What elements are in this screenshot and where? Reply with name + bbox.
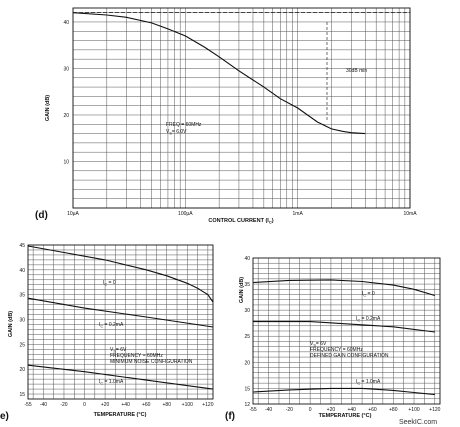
chart-f-x-tick-label: +80 <box>389 407 398 413</box>
chart-f-x-tick-label: 0 <box>309 407 312 413</box>
chart-e-y-axis-label: GAIN (dB) <box>8 311 14 337</box>
chart-f-series-label-ic10: IC = 1.0mA <box>356 379 381 386</box>
chart-f-x-tick-label: -20 <box>286 407 293 413</box>
chart-f-series-label-ic02: IC = 0.2mA <box>356 316 381 323</box>
chart-f-panel-label: (f) <box>225 411 235 422</box>
chart-f-x-tick-label: -40 <box>265 407 272 413</box>
chart-f-annotation-freq: FREQUENCY = 60MHz <box>310 347 363 353</box>
chart-e-x-tick-label: -40 <box>40 402 47 408</box>
chart-d-series-line <box>72 12 366 135</box>
chart-d-x-axis-label: CONTROL CURRENT (IC) <box>208 218 273 225</box>
chart-f-y-tick-label: 12 <box>244 402 250 408</box>
chart-e-frame <box>27 244 214 400</box>
chart-f-x-tick-label: +120 <box>429 407 440 413</box>
chart-f-y-tick-label: 15 <box>244 386 250 392</box>
chart-e-x-tick-label: -55 <box>24 402 31 408</box>
chart-e-y-tick-label: 20 <box>19 367 25 373</box>
chart-e-annotation-config: MINIMUM NOISE CONFIGURATION <box>110 359 193 365</box>
chart-e-annotation-vs: VS= 6V <box>110 347 127 354</box>
chart-d-y-tick-label: 10 <box>63 159 69 165</box>
chart-f-x-tick-label: -55 <box>249 407 256 413</box>
chart-d-y-tick-label: 40 <box>63 20 69 26</box>
chart-f-y-tick-label: 35 <box>244 282 250 288</box>
chart-d-y-tick-label: 20 <box>63 113 69 119</box>
chart-f-series-line-0 <box>252 279 435 297</box>
chart-d-y-tick-label: 30 <box>63 66 69 72</box>
chart-e-x-axis-label: TEMPERATURE (°C) <box>94 412 147 418</box>
chart-e-y-tick-label: 30 <box>19 318 25 324</box>
chart-f-frame <box>252 257 441 405</box>
chart-d-series-group <box>72 12 366 135</box>
chart-f-y-tick-label: 30 <box>244 308 250 314</box>
chart-e-x-tick-label: 0 <box>83 402 86 408</box>
chart-e-x-tick-label: +40 <box>121 402 130 408</box>
chart-f-series-label-ic0: IC = 0 <box>362 291 375 298</box>
chart-e-x-tick-label: +80 <box>163 402 172 408</box>
chart-e-series-group <box>27 245 214 390</box>
chart-f-tick-labels: -55 -40 -20 0 +20 +40 +60 +80 +100 +120 12 15 20 25 30… <box>244 256 440 413</box>
chart-e-series-line-0 <box>27 245 214 303</box>
chart-e-series-line-1 <box>27 297 214 328</box>
chart-d-tick-labels: 10μA 100μA 1mA 10mA 10 20 30 40 <box>63 20 417 217</box>
chart-f-y-tick-label: 25 <box>244 334 250 340</box>
chart-e-y-tick-label: 35 <box>19 293 25 299</box>
chart-d-x-tick-label: 1mA <box>293 211 304 217</box>
chart-e-x-tick-label: +20 <box>101 402 110 408</box>
chart-d-y-axis-label: GAIN (dB) <box>45 95 51 121</box>
chart-f-y-tick-label: 40 <box>244 256 250 262</box>
chart-f-series-line-2 <box>252 387 435 396</box>
chart-e-series-label-ic10: IC = 1.0mA <box>99 379 124 386</box>
chart-d-x-tick-label: 10mA <box>403 211 417 217</box>
chart-d-frame <box>72 7 411 209</box>
chart-f-y-tick-label: 20 <box>244 360 250 366</box>
chart-f-x-axis-label: TEMPERATURE (°C) <box>319 413 372 419</box>
watermark: SeekIC.com <box>399 419 437 426</box>
chart-e-panel-label: e) <box>0 411 9 422</box>
chart-f-series-line-1 <box>253 321 435 333</box>
chart-f-series-group <box>252 279 435 396</box>
chart-e-annotation-freq: FREQUENCY = 60MHz <box>110 353 163 359</box>
chart-e-y-tick-label: 45 <box>19 243 25 249</box>
chart-f-x-tick-label: +60 <box>368 407 377 413</box>
chart-d-x-tick-label: 100μA <box>178 211 193 217</box>
chart-e-series-label-ic02: IC = 0.2mA <box>99 322 124 329</box>
chart-f-x-tick-label: +100 <box>408 407 419 413</box>
chart-f-y-axis-label: GAIN (dB) <box>239 277 245 303</box>
chart-d-annotation-30db: 30dB min <box>346 68 367 74</box>
chart-e-y-tick-label: 15 <box>19 392 25 398</box>
chart-e-x-tick-label: -20 <box>60 402 67 408</box>
chart-e-x-tick-label: +120 <box>202 402 213 408</box>
chart-e-series-label-ic0: IC = 0 <box>103 280 116 287</box>
chart-d-panel-label: (d) <box>35 210 48 221</box>
chart-d-annotation-freq: FREQ = 60MHz <box>166 122 202 128</box>
chart-e-series-line-2 <box>27 364 214 390</box>
chart-f-grid <box>253 258 440 404</box>
chart-e-x-tick-label: +60 <box>142 402 151 408</box>
chart-e-x-tick-label: +100 <box>182 402 193 408</box>
chart-e-grid <box>28 245 213 399</box>
chart-e-y-tick-label: 25 <box>19 342 25 348</box>
chart-d-grid <box>72 8 411 209</box>
chart-f-x-tick-label: +40 <box>347 407 356 413</box>
chart-d-annotation-vs: VS= 6.0V <box>166 129 187 136</box>
chart-panel-e: -55 -40 -20 0 +20 +40 +60 +80 +100 +120 15 20 25 30 35… <box>0 243 214 422</box>
chart-f-annotation-vs: VS= 6V <box>310 341 327 348</box>
chart-panel-d: 10μA 100μA 1mA 10mA 10 20 30 40 GAIN (dB) CONTR… <box>35 7 417 225</box>
chart-f-annotation-config: DEFINED GAIN CONFIGURATION <box>310 353 389 359</box>
chart-panel-f: -55 -40 -20 0 +20 +40 +60 +80 +100 +120 12 15 20 25 30… <box>225 256 441 422</box>
chart-e-tick-labels: -55 -40 -20 0 +20 +40 +60 +80 +100 +120 15 20 25 30 35… <box>19 243 213 408</box>
chart-d-x-tick-label: 10μA <box>67 211 79 217</box>
chart-e-y-tick-label: 40 <box>19 268 25 274</box>
chart-f-x-tick-label: +20 <box>327 407 336 413</box>
